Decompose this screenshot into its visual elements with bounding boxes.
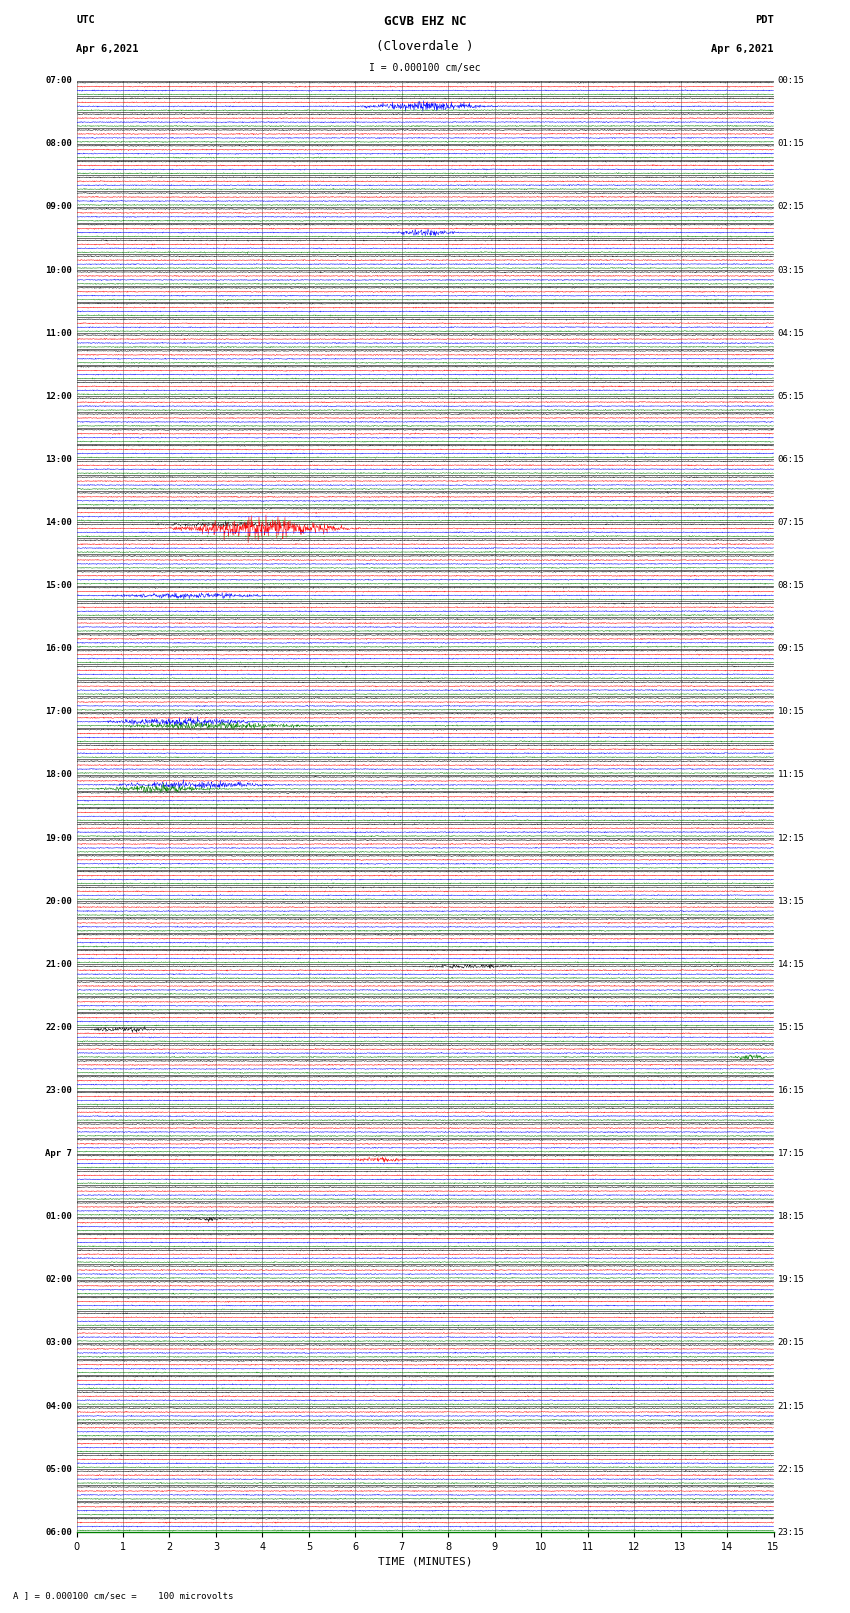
- Text: 04:15: 04:15: [778, 329, 805, 337]
- Text: A ] = 0.000100 cm/sec =    100 microvolts: A ] = 0.000100 cm/sec = 100 microvolts: [13, 1590, 233, 1600]
- Text: 08:00: 08:00: [45, 139, 72, 148]
- Text: 10:00: 10:00: [45, 266, 72, 274]
- Text: 18:15: 18:15: [778, 1213, 805, 1221]
- Text: 23:15: 23:15: [778, 1528, 805, 1537]
- Text: 20:00: 20:00: [45, 897, 72, 905]
- Text: 23:00: 23:00: [45, 1086, 72, 1095]
- Text: I = 0.000100 cm/sec: I = 0.000100 cm/sec: [369, 63, 481, 73]
- Text: 09:15: 09:15: [778, 644, 805, 653]
- Text: PDT: PDT: [755, 15, 774, 24]
- Text: 02:00: 02:00: [45, 1276, 72, 1284]
- Text: Apr 6,2021: Apr 6,2021: [76, 44, 139, 55]
- Text: 10:15: 10:15: [778, 708, 805, 716]
- Text: 21:15: 21:15: [778, 1402, 805, 1411]
- Text: 00:15: 00:15: [778, 76, 805, 85]
- Text: 14:15: 14:15: [778, 960, 805, 969]
- Text: 14:00: 14:00: [45, 518, 72, 527]
- Text: 08:15: 08:15: [778, 581, 805, 590]
- Text: 07:15: 07:15: [778, 518, 805, 527]
- Text: 15:00: 15:00: [45, 581, 72, 590]
- Text: (Cloverdale ): (Cloverdale ): [377, 40, 473, 53]
- Text: GCVB EHZ NC: GCVB EHZ NC: [383, 15, 467, 27]
- Text: 06:00: 06:00: [45, 1528, 72, 1537]
- Text: 11:15: 11:15: [778, 771, 805, 779]
- Text: 06:15: 06:15: [778, 455, 805, 465]
- Text: 13:15: 13:15: [778, 897, 805, 905]
- Text: 22:15: 22:15: [778, 1465, 805, 1474]
- Text: 12:00: 12:00: [45, 392, 72, 400]
- Text: 18:00: 18:00: [45, 771, 72, 779]
- Text: 05:15: 05:15: [778, 392, 805, 400]
- Text: 01:15: 01:15: [778, 139, 805, 148]
- Text: 04:00: 04:00: [45, 1402, 72, 1411]
- Text: 17:15: 17:15: [778, 1148, 805, 1158]
- Text: 16:15: 16:15: [778, 1086, 805, 1095]
- Text: 20:15: 20:15: [778, 1339, 805, 1347]
- Text: 22:00: 22:00: [45, 1023, 72, 1032]
- Text: Apr 6,2021: Apr 6,2021: [711, 44, 774, 55]
- Text: 07:00: 07:00: [45, 76, 72, 85]
- Text: 17:00: 17:00: [45, 708, 72, 716]
- Text: 03:00: 03:00: [45, 1339, 72, 1347]
- X-axis label: TIME (MINUTES): TIME (MINUTES): [377, 1557, 473, 1566]
- Text: 05:00: 05:00: [45, 1465, 72, 1474]
- Text: Apr 7: Apr 7: [45, 1148, 72, 1158]
- Text: 15:15: 15:15: [778, 1023, 805, 1032]
- Text: 12:15: 12:15: [778, 834, 805, 842]
- Text: 19:15: 19:15: [778, 1276, 805, 1284]
- Text: 03:15: 03:15: [778, 266, 805, 274]
- Text: UTC: UTC: [76, 15, 95, 24]
- Text: 13:00: 13:00: [45, 455, 72, 465]
- Text: 01:00: 01:00: [45, 1213, 72, 1221]
- Text: 09:00: 09:00: [45, 202, 72, 211]
- Text: 02:15: 02:15: [778, 202, 805, 211]
- Text: 11:00: 11:00: [45, 329, 72, 337]
- Text: 19:00: 19:00: [45, 834, 72, 842]
- Text: 16:00: 16:00: [45, 644, 72, 653]
- Text: 21:00: 21:00: [45, 960, 72, 969]
